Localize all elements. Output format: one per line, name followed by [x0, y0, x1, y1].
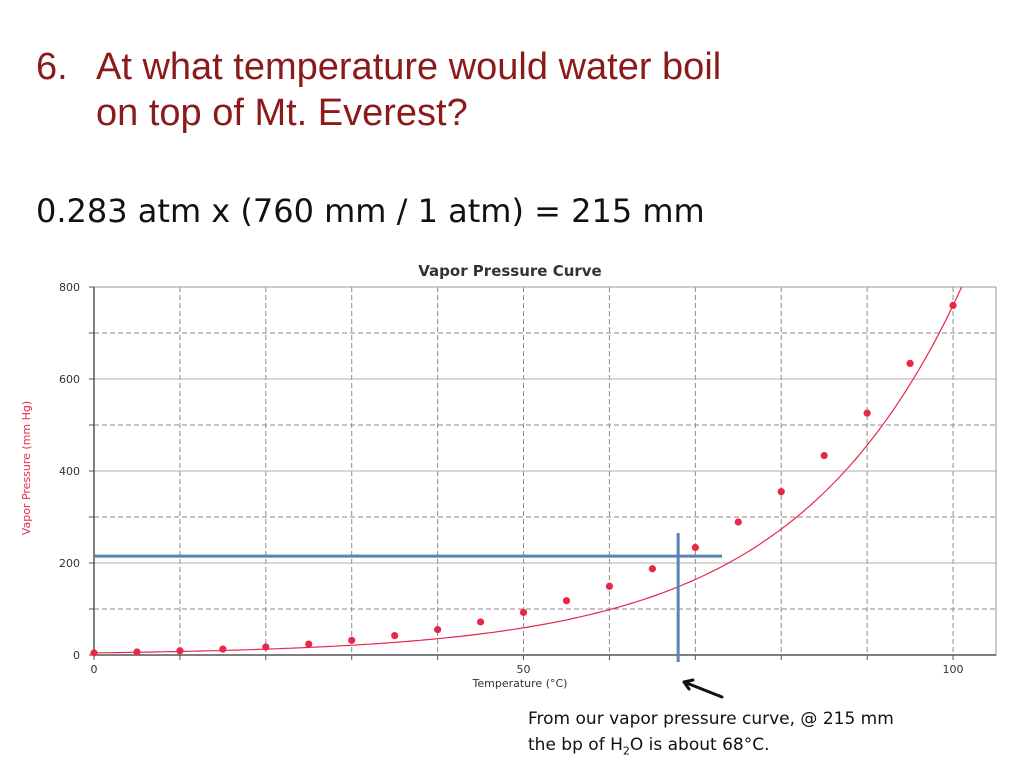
y-tick-label: 600 — [59, 373, 80, 386]
guide-lines — [94, 533, 722, 662]
question-line-1: At what temperature would water boil — [96, 46, 722, 88]
question-line-2: on top of Mt. Everest? — [96, 92, 468, 134]
data-point — [176, 647, 184, 655]
caption-line-1: From our vapor pressure curve, @ 215 mm — [528, 709, 894, 729]
data-point — [476, 618, 485, 626]
question-text: At what temperature would water boil on … — [96, 44, 896, 136]
data-point — [734, 518, 742, 526]
x-tick-label: 50 — [517, 663, 531, 676]
data-point — [777, 488, 785, 496]
y-tick-label: 200 — [59, 557, 80, 570]
x-axis-label: Temperature (°C) — [472, 677, 568, 690]
y-tick-label: 400 — [59, 465, 80, 478]
data-point — [262, 643, 270, 651]
y-tick-label: 0 — [73, 649, 80, 662]
data-point — [562, 597, 571, 605]
x-tick-label: 100 — [943, 663, 964, 676]
caption-subscript: 2 — [622, 744, 630, 758]
data-point — [90, 649, 98, 657]
caption-line-2: the bp of H2O is about 68°C. — [528, 732, 1008, 764]
y-axis-label: Vapor Pressure (mm Hg) — [20, 401, 33, 535]
data-point — [906, 359, 914, 368]
data-point — [648, 565, 656, 573]
data-point — [434, 625, 442, 634]
x-tick-label: 0 — [91, 663, 98, 676]
axes — [89, 286, 997, 660]
tick-labels: 0 50 100 0 200 400 600 800 — [59, 281, 964, 676]
data-point — [348, 636, 356, 644]
caption-text-a: the bp of H — [528, 735, 623, 755]
data-point — [605, 582, 614, 590]
data-point — [133, 648, 141, 656]
data-point — [820, 451, 828, 460]
unit-conversion: 0.283 atm x (760 mm / 1 atm) = 215 mm — [36, 192, 705, 230]
arrow-icon — [682, 678, 724, 699]
data-point — [391, 631, 399, 640]
data-point — [691, 543, 699, 552]
question-number: 6. — [36, 46, 68, 88]
caption-text-b: O is about 68°C. — [629, 735, 770, 755]
caption: From our vapor pressure curve, @ 215 mm … — [528, 706, 1008, 764]
data-series — [90, 286, 963, 657]
vapor-pressure-chart: Vapor Pressure Curve 0 50 100 0 200 400 600 800… — [20, 262, 997, 699]
data-point — [949, 301, 957, 309]
data-point — [519, 608, 528, 617]
data-point — [305, 640, 313, 648]
vapor-pressure-curve — [93, 286, 963, 654]
data-point — [219, 645, 227, 653]
grid-lines — [94, 286, 996, 655]
chart-title: Vapor Pressure Curve — [418, 262, 602, 280]
data-point — [863, 409, 871, 417]
y-tick-label: 800 — [59, 281, 80, 294]
